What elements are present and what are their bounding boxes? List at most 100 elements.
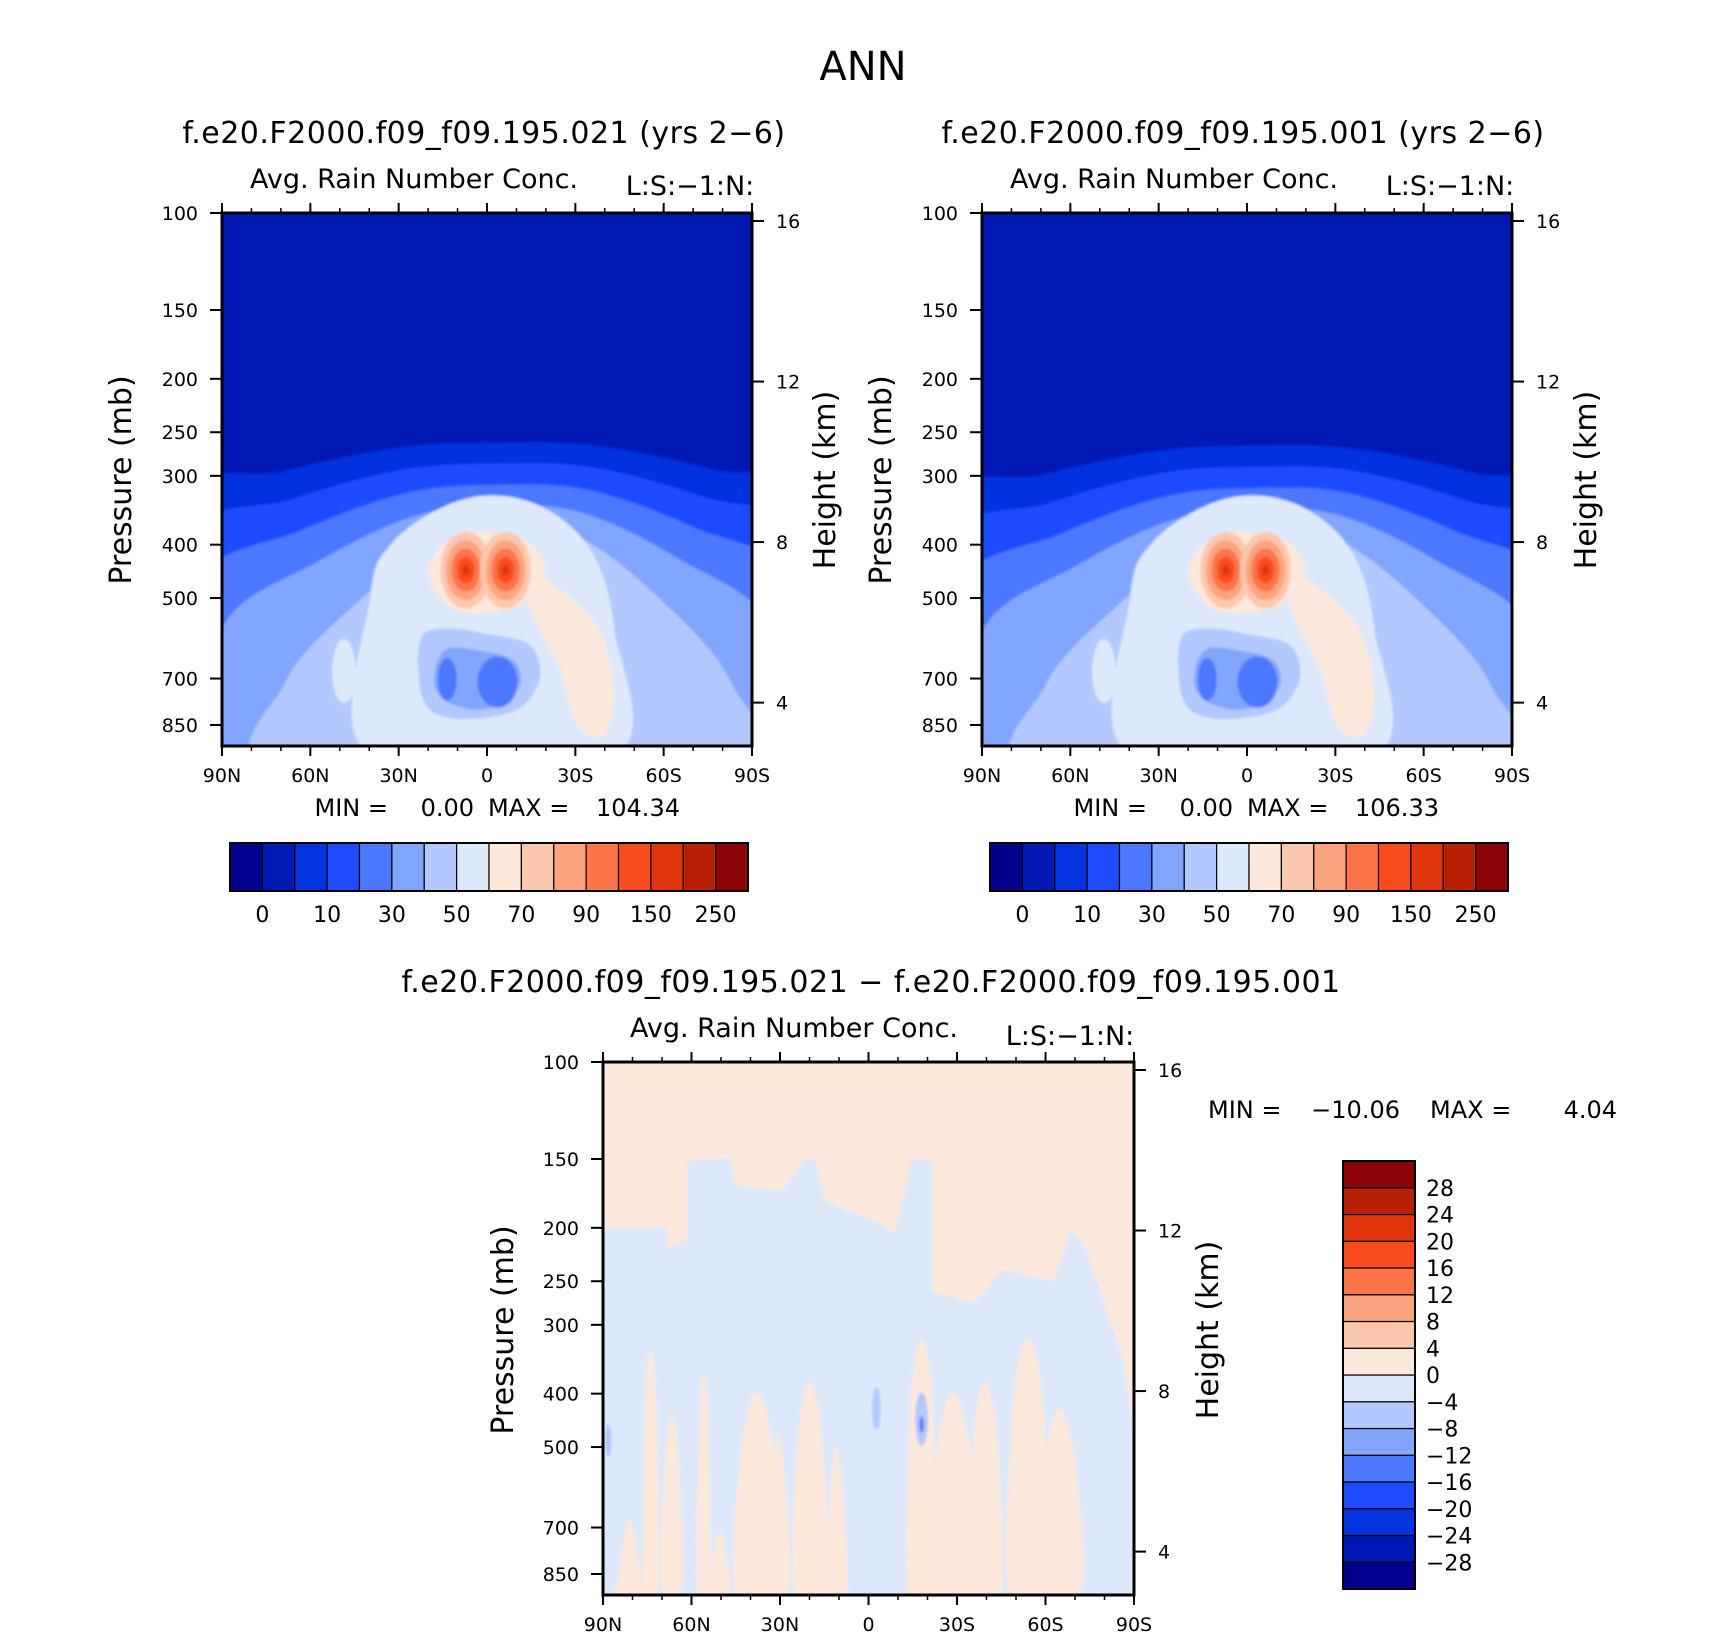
x-tick-label: 30N xyxy=(761,1614,799,1633)
y-right-tick-label: 12 xyxy=(776,372,800,394)
colorbar-label: 70 xyxy=(507,903,535,928)
y-tick-label: 500 xyxy=(922,588,958,610)
colorbar-label: 30 xyxy=(1138,903,1166,928)
contour-bands xyxy=(982,445,1512,746)
min-cell xyxy=(477,656,518,708)
colorbar-label: −24 xyxy=(1426,1525,1472,1550)
colorbar-box xyxy=(391,842,425,892)
y-right-tick-label: 8 xyxy=(1536,532,1548,554)
colorbar-label: 90 xyxy=(572,903,600,928)
contour-band xyxy=(332,639,356,704)
colorbar-box xyxy=(488,842,522,892)
max-label: MAX = xyxy=(488,794,569,822)
panel-units: L:S:−1:N: xyxy=(1006,1021,1135,1052)
x-tick-label: 30S xyxy=(1317,765,1353,787)
colorbar-box xyxy=(1216,842,1250,892)
contour-field xyxy=(982,213,1512,746)
y-axis-label: Pressure (mb) xyxy=(486,1225,521,1434)
min-label: MIN = xyxy=(315,794,388,822)
colorbar-frame xyxy=(989,842,1509,892)
x-tick-label: 60N xyxy=(672,1614,710,1633)
y-right-axis-label: Height (km) xyxy=(1569,391,1604,570)
y-tick-label: 850 xyxy=(922,715,958,737)
colorbar-box xyxy=(1342,1187,1416,1216)
y-right-tick-label: 8 xyxy=(776,532,788,554)
y-right-tick-label: 4 xyxy=(776,693,788,715)
contour-band xyxy=(792,1381,828,1595)
x-tick-label: 60S xyxy=(1027,1614,1063,1633)
min-value: −10.06 xyxy=(1311,1096,1400,1124)
colorbar-box xyxy=(1342,1267,1416,1296)
colorbar-label: −16 xyxy=(1426,1471,1472,1496)
colorbar-label: 16 xyxy=(1426,1257,1454,1282)
x-tick-label: 90N xyxy=(963,765,1001,787)
colorbar-box xyxy=(1410,842,1444,892)
max-value: 4.04 xyxy=(1564,1096,1617,1124)
colorbar-box xyxy=(1342,1160,1416,1189)
contour-band xyxy=(906,1339,938,1595)
colorbar-label: −4 xyxy=(1426,1391,1458,1416)
colorbar-label: 10 xyxy=(313,903,341,928)
colorbar-label: 8 xyxy=(1426,1311,1440,1336)
colorbar-label: 50 xyxy=(1203,903,1231,928)
contour-band xyxy=(967,1381,1004,1595)
max-lobe xyxy=(1261,564,1270,576)
colorbar-box xyxy=(1442,842,1477,892)
contour-band xyxy=(766,1435,791,1595)
colorbar-label: 12 xyxy=(1426,1284,1454,1309)
colorbar-label: 150 xyxy=(1390,903,1432,928)
y-right-tick-label: 16 xyxy=(1536,211,1560,233)
colorbar-box xyxy=(1342,1508,1416,1537)
colorbar-label: −12 xyxy=(1426,1444,1472,1469)
panel-title: f.e20.F2000.f09_f09.195.021 − f.e20.F200… xyxy=(401,965,1340,1000)
colorbar-box xyxy=(358,842,393,892)
min-cell xyxy=(872,1387,881,1430)
contour-band xyxy=(611,1520,648,1595)
colorbar-frame xyxy=(229,842,749,892)
y-tick-label: 200 xyxy=(922,369,958,391)
figure-title: ANN xyxy=(819,44,906,90)
colorbar-box xyxy=(1280,842,1315,892)
colorbar-label: −8 xyxy=(1426,1418,1458,1443)
y-tick-label: 400 xyxy=(922,535,958,557)
min-cell xyxy=(919,1416,924,1433)
y-tick-label: 850 xyxy=(543,1564,579,1586)
panel-2: f.e20.F2000.f09_f09.195.001 (yrs 2−6) Avg… xyxy=(864,116,1604,928)
max-lobe xyxy=(501,564,510,576)
colorbar-box xyxy=(1342,1454,1416,1483)
colorbar-label: 250 xyxy=(1455,903,1497,928)
y-tick-label: 700 xyxy=(922,669,958,691)
y-tick-label: 300 xyxy=(543,1315,579,1337)
panel-units: L:S:−1:N: xyxy=(626,171,755,202)
contour-band xyxy=(1092,639,1116,704)
colorbar-box xyxy=(585,842,620,892)
colorbar-label: 50 xyxy=(443,903,471,928)
y-tick-label: 100 xyxy=(922,203,958,225)
colorbar-box xyxy=(1054,842,1088,892)
colorbar-label: 10 xyxy=(1073,903,1101,928)
contour-bands xyxy=(603,1159,1134,1595)
contour-field xyxy=(222,213,752,746)
colorbar-box xyxy=(1248,842,1282,892)
colorbar-label: 28 xyxy=(1426,1177,1454,1202)
y-tick-label: 250 xyxy=(162,422,198,444)
colorbar-box xyxy=(1313,842,1347,892)
x-tick-label: 60N xyxy=(1051,765,1089,787)
colorbar-box xyxy=(553,842,587,892)
colorbar-box xyxy=(682,842,717,892)
x-tick-label: 0 xyxy=(862,1614,874,1633)
min-cell xyxy=(1237,656,1278,708)
y-tick-label: 300 xyxy=(922,466,958,488)
y-right-tick-label: 12 xyxy=(1536,372,1560,394)
colorbar-box xyxy=(617,842,652,892)
colorbar-label: 4 xyxy=(1426,1337,1440,1362)
colorbar-box xyxy=(1342,1561,1416,1590)
y-tick-label: 850 xyxy=(162,715,198,737)
y-right-tick-label: 12 xyxy=(1158,1221,1182,1243)
colorbar-box xyxy=(229,842,263,892)
contour-band xyxy=(703,1531,736,1595)
colorbar-box xyxy=(1475,842,1509,892)
max-label: MAX = xyxy=(1247,794,1328,822)
colorbar-label: −28 xyxy=(1426,1551,1472,1576)
colorbar-label: 24 xyxy=(1426,1204,1454,1229)
